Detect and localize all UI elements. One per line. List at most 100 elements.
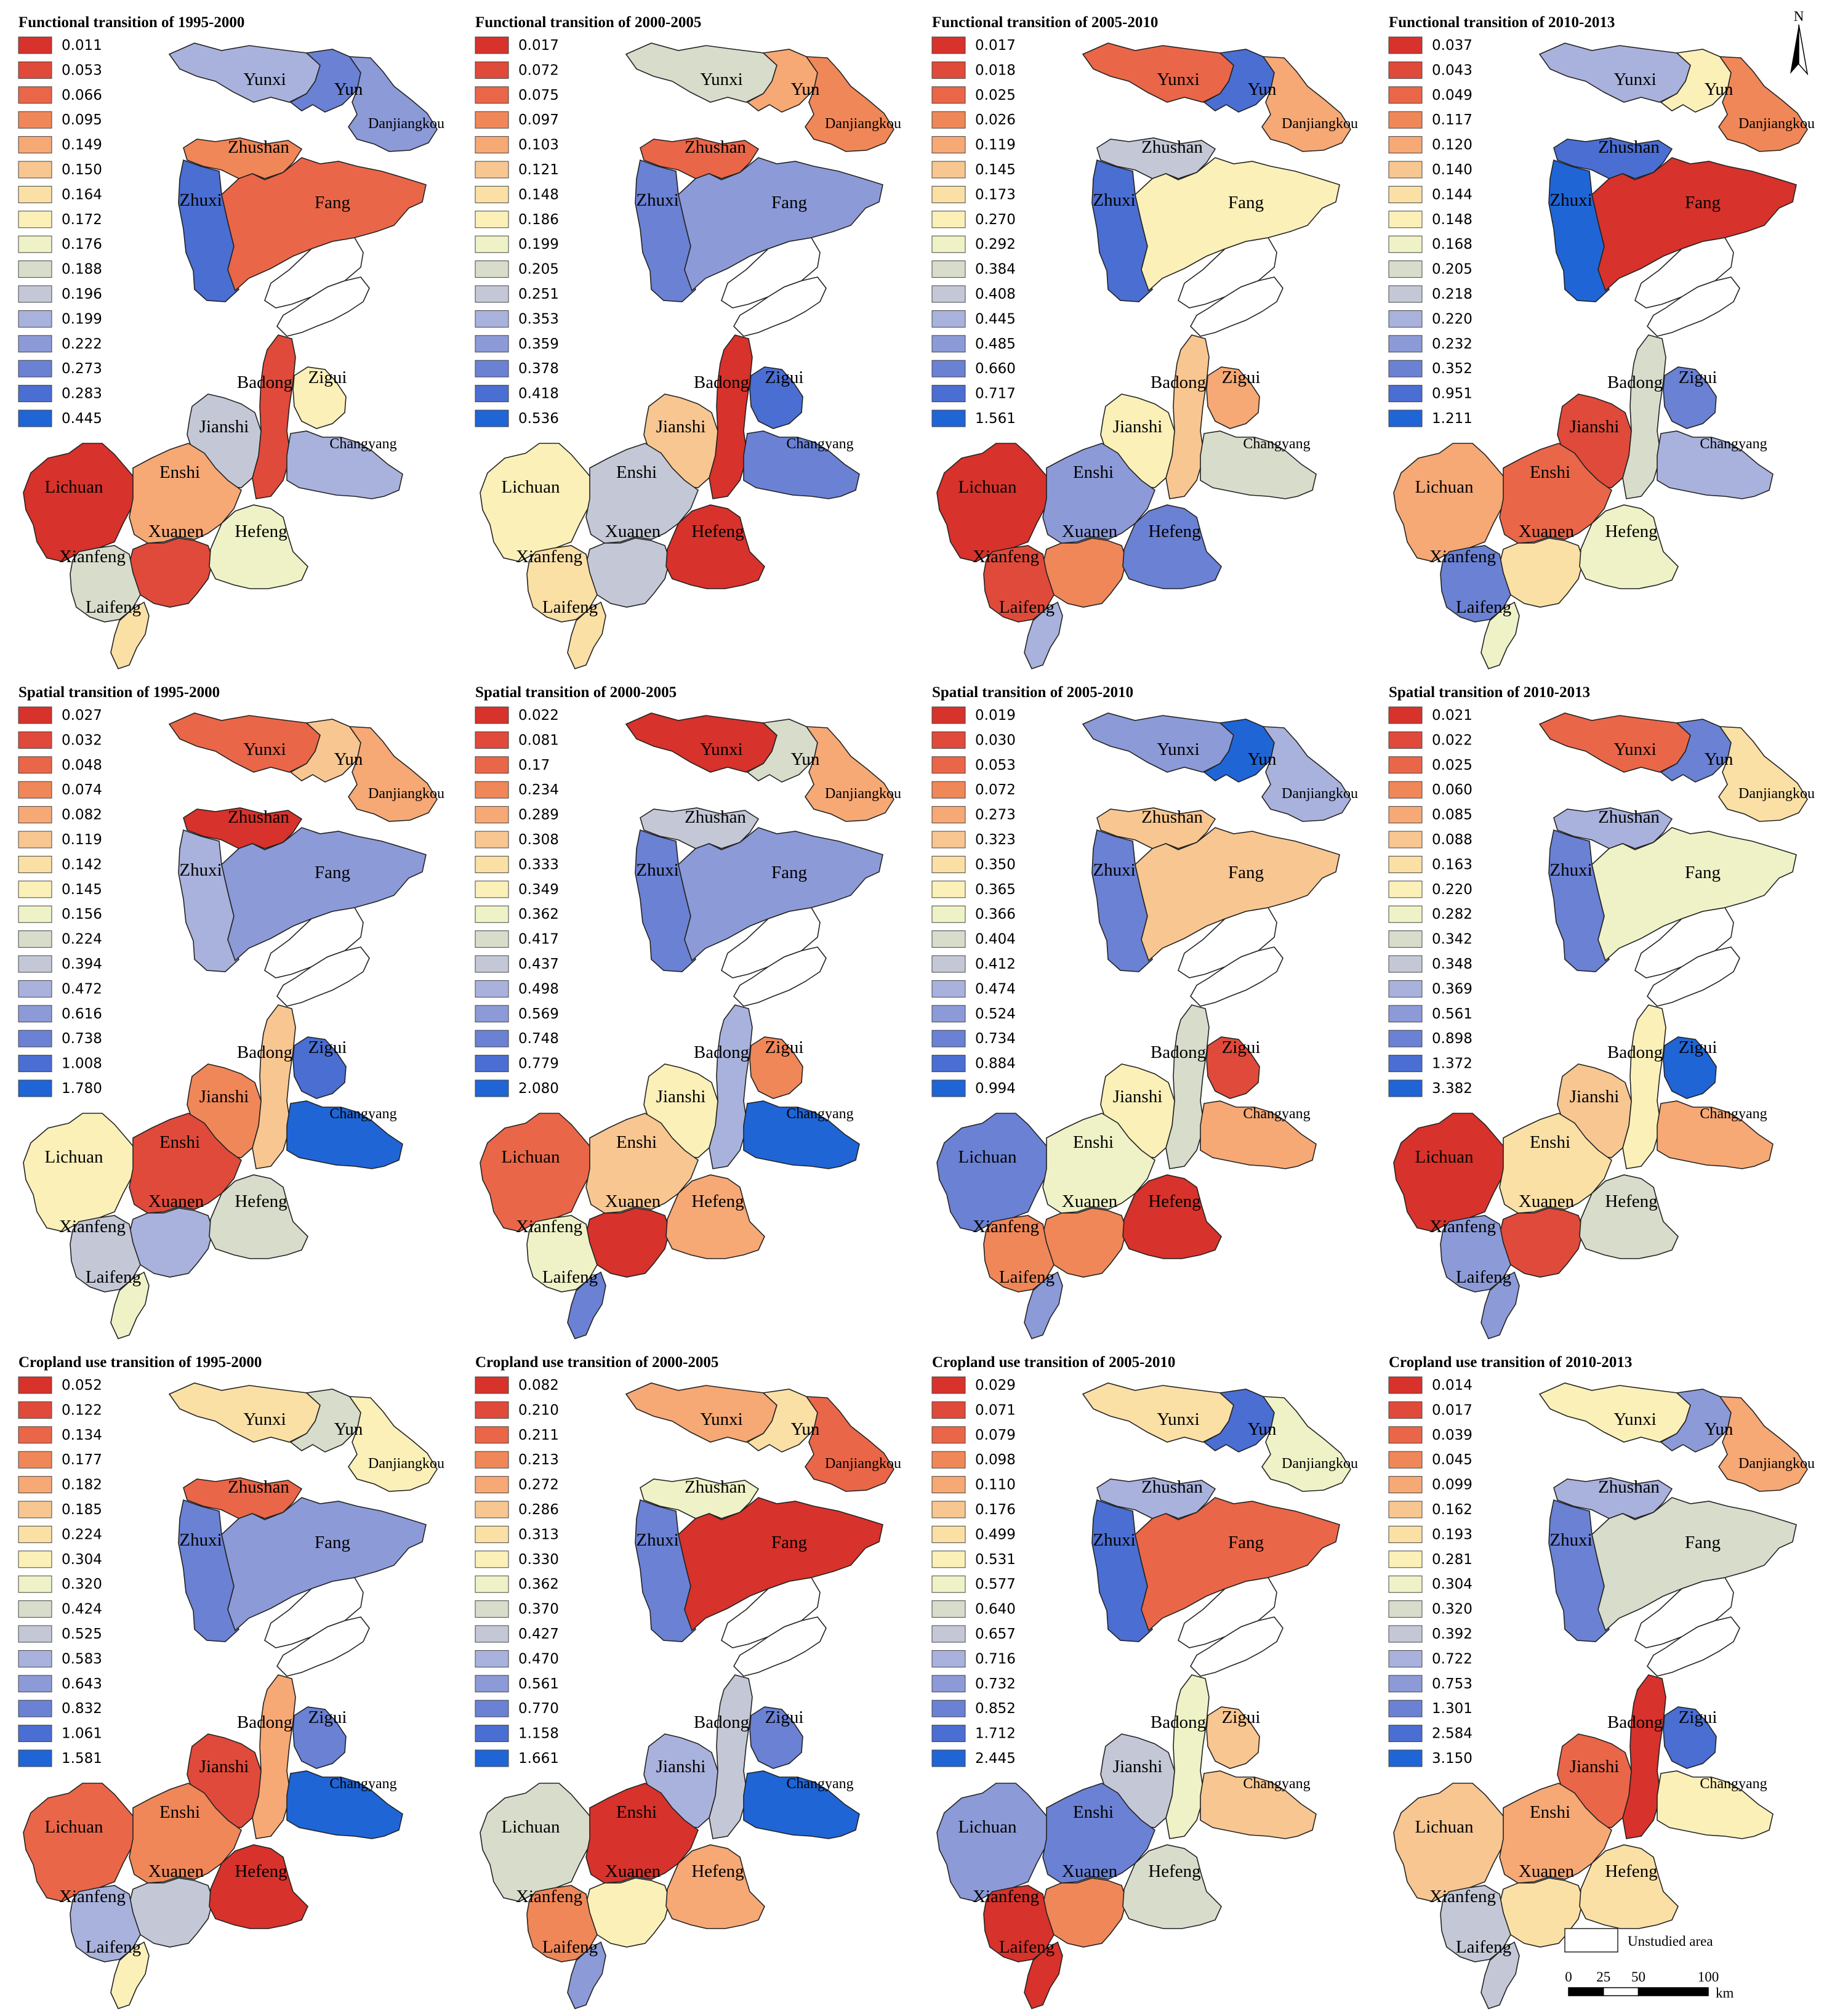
county-label-xuanen: Xuanen bbox=[148, 1861, 204, 1881]
county-label-badong: Badong bbox=[1607, 1712, 1663, 1732]
legend-swatch bbox=[18, 756, 52, 774]
legend-swatch bbox=[931, 1376, 966, 1394]
county-laifeng-polygon bbox=[1024, 601, 1063, 669]
legend-label: 0.142 bbox=[62, 857, 102, 873]
legend-label: 2.445 bbox=[975, 1751, 1016, 1767]
legend-swatch bbox=[1388, 185, 1423, 203]
scale-bar-segment bbox=[1568, 1987, 1604, 1996]
county-xuanen-polygon bbox=[1499, 538, 1584, 608]
county-laifeng-polygon bbox=[1024, 1271, 1063, 1339]
legend-swatch bbox=[1388, 1005, 1423, 1023]
legend-label: 0.176 bbox=[975, 1502, 1016, 1518]
legend-label: 0.234 bbox=[518, 782, 559, 798]
county-label-enshi: Enshi bbox=[1530, 1802, 1570, 1822]
county-xuanen-polygon bbox=[1042, 1208, 1127, 1278]
unstudied-area-polygon bbox=[276, 946, 370, 1007]
legend-label: 0.052 bbox=[62, 1377, 102, 1393]
county-label-lichuan: Lichuan bbox=[958, 1817, 1017, 1837]
legend-swatch bbox=[931, 731, 966, 749]
unstudied-area-polygon bbox=[1647, 276, 1740, 337]
legend-label: 3.150 bbox=[1432, 1751, 1472, 1767]
legend-swatch bbox=[1388, 260, 1423, 278]
legend-label: 0.145 bbox=[62, 882, 102, 898]
legend-swatch bbox=[1388, 1699, 1423, 1717]
county-zigui-polygon bbox=[1663, 366, 1717, 429]
county-label-yunxi: Yunxi bbox=[1157, 740, 1199, 759]
county-label-badong: Badong bbox=[694, 373, 749, 392]
county-lichuan-polygon bbox=[23, 1113, 142, 1232]
county-label-zhuxi: Zhuxi bbox=[1093, 860, 1135, 880]
county-laifeng-polygon bbox=[1480, 601, 1520, 669]
unstudied-area-polygon bbox=[733, 1616, 827, 1677]
map-panel-12: Yunxi Yun Danjiangkou Zhushan Zhuxi Fang Badon… bbox=[1388, 1354, 1815, 2009]
county-label-yun: Yun bbox=[1705, 1419, 1734, 1439]
legend-label: 0.120 bbox=[1432, 137, 1472, 153]
legend-swatch bbox=[1388, 1426, 1423, 1444]
county-badong-polygon bbox=[709, 1674, 753, 1839]
unstudied-label: Unstudied area bbox=[1628, 1933, 1713, 1949]
legend-label: 1.561 bbox=[975, 411, 1016, 427]
legend-swatch bbox=[18, 1055, 52, 1073]
legend-swatch bbox=[18, 1625, 52, 1643]
county-xuanen-polygon bbox=[1042, 538, 1127, 608]
legend-swatch bbox=[18, 360, 52, 377]
legend-swatch bbox=[1388, 930, 1423, 948]
county-label-danjiangkou: Danjiangkou bbox=[368, 116, 444, 132]
legend-label: 0.210 bbox=[518, 1402, 559, 1418]
legend-label: 0.053 bbox=[62, 62, 102, 78]
county-label-zhushan: Zhushan bbox=[685, 807, 746, 827]
county-xianfeng-polygon bbox=[70, 1885, 141, 1962]
legend-label: 0.884 bbox=[975, 1056, 1016, 1072]
legend-swatch bbox=[18, 310, 52, 328]
legend-label: 0.832 bbox=[62, 1701, 102, 1717]
legend-label: 0.049 bbox=[1432, 87, 1472, 103]
legend-swatch bbox=[1388, 905, 1423, 923]
legend-label: 0.232 bbox=[1432, 336, 1472, 352]
county-label-lichuan: Lichuan bbox=[44, 477, 103, 497]
legend-swatch bbox=[931, 111, 966, 129]
county-label-badong: Badong bbox=[237, 373, 292, 392]
legend-swatch bbox=[931, 1625, 966, 1643]
county-label-enshi: Enshi bbox=[1073, 1132, 1114, 1152]
legend-swatch bbox=[931, 335, 966, 353]
legend-label: 0.485 bbox=[975, 336, 1016, 352]
legend-label: 0.286 bbox=[518, 1502, 559, 1518]
county-label-lichuan: Lichuan bbox=[44, 1817, 103, 1837]
legend-swatch bbox=[1388, 731, 1423, 749]
unstudied-area-polygon bbox=[733, 276, 827, 337]
county-xianfeng-polygon bbox=[983, 545, 1055, 623]
legend-swatch bbox=[1388, 1650, 1423, 1667]
county-label-danjiangkou: Danjiangkou bbox=[825, 786, 901, 802]
legend-swatch bbox=[18, 385, 52, 403]
county-label-yunxi: Yunxi bbox=[1157, 70, 1199, 89]
county-zhushan-polygon bbox=[1553, 137, 1673, 179]
legend-swatch bbox=[475, 61, 509, 79]
legend-label: 0.330 bbox=[518, 1552, 559, 1568]
legend-swatch bbox=[931, 980, 966, 998]
county-badong-polygon bbox=[1622, 1004, 1666, 1169]
county-danjiangkou-polygon bbox=[1718, 56, 1808, 152]
legend-label: 0.272 bbox=[518, 1477, 559, 1493]
legend-label: 0.292 bbox=[975, 236, 1016, 252]
county-label-yunxi: Yunxi bbox=[1613, 1409, 1656, 1429]
legend-swatch bbox=[475, 905, 509, 923]
county-label-xuanen: Xuanen bbox=[605, 522, 661, 541]
legend-label: 0.045 bbox=[1432, 1452, 1472, 1468]
legend-label: 0.196 bbox=[62, 286, 102, 302]
legend-swatch bbox=[1388, 1600, 1423, 1618]
county-label-laifeng: Laifeng bbox=[1456, 597, 1511, 617]
county-label-jianshi: Jianshi bbox=[656, 417, 706, 437]
county-label-xianfeng: Xianfeng bbox=[1429, 547, 1496, 566]
legend-label: 0.734 bbox=[975, 1031, 1016, 1047]
county-label-zigui: Zigui bbox=[1679, 1708, 1718, 1727]
scale-tick-label: 100 bbox=[1698, 1969, 1719, 1985]
legend-label: 0.348 bbox=[1432, 956, 1472, 972]
legend-swatch bbox=[18, 1600, 52, 1618]
county-laifeng-polygon bbox=[1480, 1941, 1520, 2009]
county-hefeng-polygon bbox=[209, 1844, 308, 1929]
county-label-zigui: Zigui bbox=[308, 1038, 347, 1057]
legend-swatch bbox=[931, 409, 966, 427]
county-danjiangkou-polygon bbox=[805, 56, 894, 152]
county-badong-polygon bbox=[709, 334, 753, 499]
legend-label: 0.144 bbox=[1432, 187, 1472, 203]
